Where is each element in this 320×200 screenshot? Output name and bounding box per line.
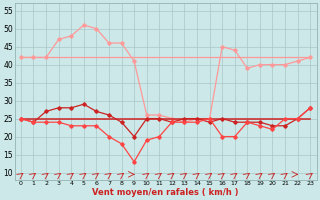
X-axis label: Vent moyen/en rafales ( km/h ): Vent moyen/en rafales ( km/h ): [92, 188, 239, 197]
